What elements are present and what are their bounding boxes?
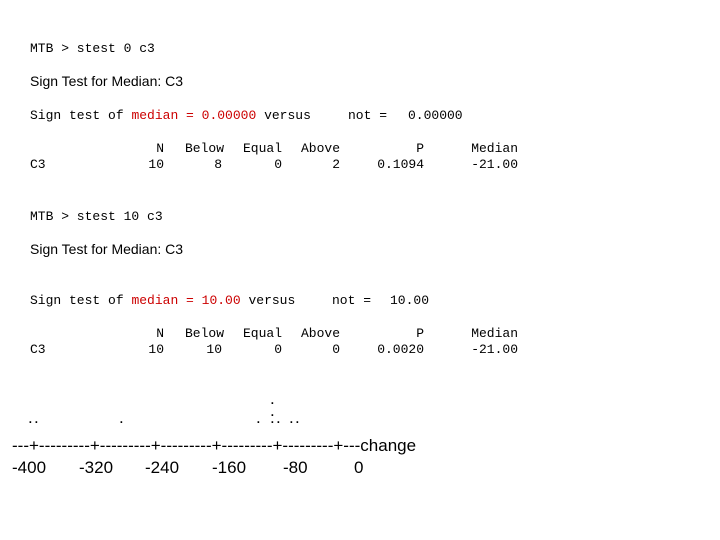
axis-tick-label: -80: [283, 458, 308, 477]
axis-tick-label: -160: [212, 458, 247, 477]
sign-test-prefix: Sign test of: [30, 108, 124, 123]
cell-p: 0.0020: [377, 342, 424, 357]
header-above: Above: [300, 326, 340, 341]
cell-equal: 0: [274, 157, 282, 172]
command-line-2: MTB > stest 10 c3: [30, 209, 163, 224]
plot-dot: .: [256, 408, 261, 427]
not-equal-text-2: not =: [332, 293, 372, 308]
command-line-1: MTB > stest 0 c3: [30, 41, 155, 56]
plot-dot: .: [119, 408, 124, 427]
plot-dot: .: [295, 408, 300, 427]
cell-below: 8: [214, 157, 222, 172]
cell-above: 0: [332, 342, 340, 357]
header-p: P: [416, 141, 424, 156]
not-equal-text-1: not =: [348, 108, 388, 123]
header-median: Median: [471, 326, 518, 341]
versus-text: versus: [248, 293, 296, 308]
row-label: C3: [30, 157, 46, 172]
plot-dot: .: [289, 408, 294, 427]
cell-median: -21.00: [471, 157, 518, 172]
cell-equal: 0: [274, 342, 282, 357]
plot-dot: .: [34, 408, 39, 427]
axis-tick-label: -320: [79, 458, 114, 477]
median-highlight: median = 10.00: [131, 293, 241, 308]
header-equal: Equal: [242, 141, 282, 156]
versus-text: versus: [264, 108, 311, 123]
header-p: P: [416, 326, 424, 341]
header-equal: Equal: [242, 326, 282, 341]
alt-value-2: 10.00: [390, 293, 430, 308]
test-description-2: Sign test of median = 10.00 versus: [30, 293, 295, 308]
plot-dot: .: [270, 389, 275, 408]
header-n: N: [156, 326, 164, 341]
header-below: Below: [184, 141, 224, 156]
cell-above: 2: [332, 157, 340, 172]
plot-dot: .: [28, 408, 33, 427]
test-description-1: Sign test of median = 0.00000 versus: [30, 108, 311, 123]
cell-n: 10: [148, 342, 164, 357]
cell-median: -21.00: [471, 342, 518, 357]
dotplot-axis: ---+---------+---------+---------+------…: [12, 436, 417, 455]
plot-dot: .: [270, 408, 275, 427]
cell-n: 10: [148, 157, 164, 172]
axis-tick-label: -240: [145, 458, 180, 477]
sign-test-prefix: Sign test of: [30, 293, 124, 308]
plot-dot: .: [276, 408, 281, 427]
axis-tick-label: 0: [354, 458, 364, 477]
section-heading-2: Sign Test for Median: C3: [30, 241, 184, 257]
alt-value-1: 0.00000: [408, 108, 463, 123]
cell-below: 10: [206, 342, 222, 357]
cell-p: 0.1094: [377, 157, 424, 172]
header-below: Below: [184, 326, 224, 341]
header-n: N: [156, 141, 164, 156]
median-highlight: median = 0.00000: [131, 108, 257, 123]
axis-tick-label: -400: [12, 458, 47, 477]
plot-dot: .: [270, 401, 275, 420]
section-heading-1: Sign Test for Median: C3: [30, 73, 184, 89]
row-label: C3: [30, 342, 46, 357]
header-median: Median: [471, 141, 518, 156]
header-above: Above: [300, 141, 340, 156]
